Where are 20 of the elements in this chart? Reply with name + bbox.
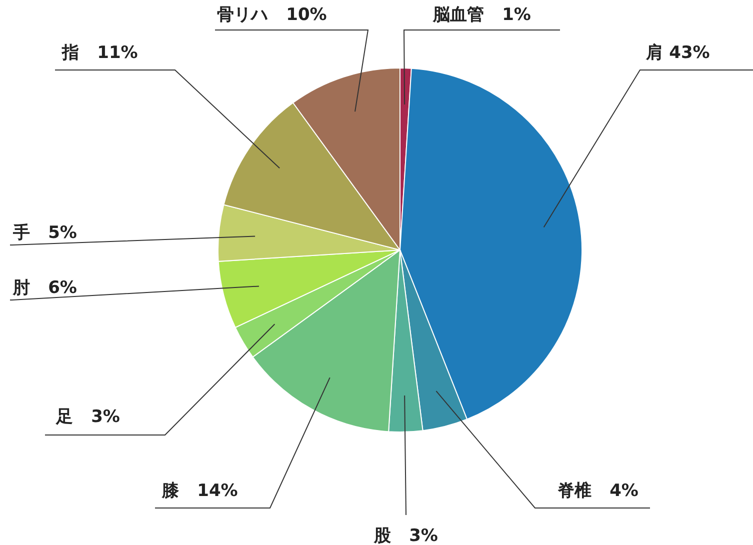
data-label: 6%	[48, 278, 77, 298]
slice-label: 肘	[12, 278, 30, 298]
slice-label: 手	[12, 223, 30, 243]
slice-label: 脊椎	[558, 481, 592, 501]
data-label: 10%	[286, 5, 327, 25]
slice-label: 膝	[161, 481, 180, 501]
slice-label: 股	[373, 526, 392, 545]
data-label: 3%	[91, 407, 120, 427]
data-label: 4%	[610, 481, 638, 501]
slice-label: 骨リハ	[217, 5, 268, 25]
data-label: 1%	[502, 5, 531, 25]
data-label: 11%	[97, 43, 138, 63]
data-label: 14%	[197, 481, 238, 501]
slice-label: 指	[61, 43, 80, 63]
slice-label: 脳血管	[432, 5, 484, 25]
data-label: 3%	[409, 526, 438, 545]
slice-label: 足	[55, 407, 74, 427]
data-label: 43%	[669, 43, 710, 63]
data-label: 5%	[48, 223, 77, 243]
slice-label: 肩	[645, 43, 664, 63]
